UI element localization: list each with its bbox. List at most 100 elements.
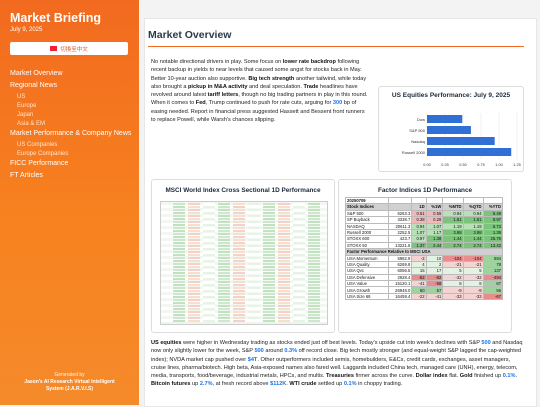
sidebar-item-market-performance-company-news[interactable]: Market Performance & Company News (10, 130, 132, 137)
heatmap-cell (263, 247, 275, 250)
heatmap-cell (278, 259, 290, 262)
heatmap-cell (278, 283, 290, 286)
heatmap-cell (248, 256, 260, 259)
sidebar-item-ft-articles[interactable]: FT Articles (10, 172, 43, 179)
heatmap-cell (173, 202, 185, 205)
heatmap-cell (218, 214, 230, 217)
heatmap-cell (203, 259, 215, 262)
heatmap-cell (173, 253, 185, 256)
bold-phrase: pickup in M&A activity (188, 83, 248, 90)
heatmap-cell (188, 286, 200, 289)
heatmap-cell (188, 301, 200, 304)
category-label: Russell 2000 (402, 150, 426, 155)
heatmap-cell (188, 313, 200, 316)
heatmap-cell (293, 226, 305, 229)
heatmap-cell (263, 259, 275, 262)
table-cell: -41 (425, 292, 444, 301)
sidebar-item-regional-news[interactable]: Regional News (10, 82, 58, 89)
heatmap-cell (248, 295, 260, 298)
heatmap-cell (188, 259, 200, 262)
heatmap-cell (248, 223, 260, 226)
heatmap-cell (233, 286, 245, 289)
heatmap-cell (203, 208, 215, 211)
language-toggle-button[interactable]: 切換至中文 (10, 42, 128, 55)
heatmap-cell (203, 205, 215, 208)
heatmap-cell (218, 250, 230, 253)
bold-phrase: Bitcoin futures (151, 381, 191, 388)
heatmap-cell (188, 229, 200, 232)
heatmap-cell (278, 247, 290, 250)
heatmap-row (161, 235, 327, 238)
table-cell: -494 (482, 273, 504, 282)
heatmap-cell (248, 229, 260, 232)
heatmap-cell (218, 283, 230, 286)
heatmap-cell (293, 301, 305, 304)
heatmap-cell (188, 283, 200, 286)
heatmap-row (161, 226, 327, 229)
heatmap-cell (248, 268, 260, 271)
heatmap-cell (308, 310, 320, 313)
heatmap-cell (278, 316, 290, 319)
heatmap-cell (218, 310, 230, 313)
highlight-number: 0.1% (343, 381, 357, 388)
heatmap-row (161, 205, 327, 208)
sidebar-item-market-overview[interactable]: Market Overview (10, 70, 63, 77)
heatmap-cell (233, 289, 245, 292)
heatmap-cell (293, 214, 305, 217)
heatmap-cell (308, 301, 320, 304)
heatmap-cell (248, 265, 260, 268)
heatmap-cell (308, 202, 320, 205)
heatmap-cell (278, 220, 290, 223)
sidebar-item-ficc-performance[interactable]: FICC Performance (10, 160, 69, 167)
heatmap-cell (263, 229, 275, 232)
heatmap-cell (308, 208, 320, 211)
bar (427, 137, 495, 145)
sidebar-item-europe[interactable]: Europe (17, 103, 37, 109)
heatmap-cell (233, 253, 245, 256)
table-row: USA Defensive 2928.4 -52 -82 -32 -32 -494 (345, 273, 504, 282)
heatmap-cell (308, 316, 320, 319)
bold-phrase: lower rate backdrop (282, 59, 336, 65)
heatmap-row (161, 220, 327, 223)
heatmap-cell (293, 238, 305, 241)
sidebar-item-asia-em[interactable]: Asia & EM (17, 121, 46, 127)
heatmap-cell (293, 232, 305, 235)
table-cell: -32 (442, 273, 464, 282)
heatmap-cell (278, 289, 290, 292)
heatmap-cell (203, 238, 215, 241)
heatmap-cell (173, 313, 185, 316)
heatmap-cell (188, 214, 200, 217)
table-cell: USA Size 68 (345, 292, 389, 301)
table-cell: 60 (411, 286, 427, 294)
heatmap-cell (188, 280, 200, 283)
heatmap-cell (173, 244, 185, 247)
heatmap-cell (218, 226, 230, 229)
heatmap-cell (218, 220, 230, 223)
heatmap-cell (293, 307, 305, 310)
heatmap-cell (188, 289, 200, 292)
sidebar-item-europe-companies[interactable]: Europe Companies (17, 151, 69, 157)
table-cell: 56 (482, 286, 504, 294)
heatmap-cell (203, 301, 215, 304)
heatmap-cell (293, 265, 305, 268)
heatmap-cell (263, 283, 275, 286)
heatmap-cell (188, 208, 200, 211)
heatmap-cell (218, 274, 230, 277)
heatmap-cell (203, 292, 215, 295)
heatmap-cell (293, 244, 305, 247)
footer-line: Jason's AI Research Virtual Intelligent (24, 379, 115, 385)
heatmap-cell (218, 244, 230, 247)
heatmap-cell (233, 307, 245, 310)
heatmap-cell (173, 304, 185, 307)
sidebar-item-japan[interactable]: Japan (17, 112, 34, 118)
text-run: , at fresh record above (212, 381, 271, 388)
sidebar-item-us-companies[interactable]: US Companies (17, 142, 58, 148)
heatmap-row (161, 319, 327, 322)
heatmap-cell (173, 316, 185, 319)
heatmap-row (161, 307, 327, 310)
heatmap-cell (293, 274, 305, 277)
sidebar-item-us[interactable]: US (17, 94, 26, 100)
heatmap-cell (308, 223, 320, 226)
text-run: bp of easing needed. Report in financial… (151, 100, 365, 124)
heatmap-cell (248, 253, 260, 256)
